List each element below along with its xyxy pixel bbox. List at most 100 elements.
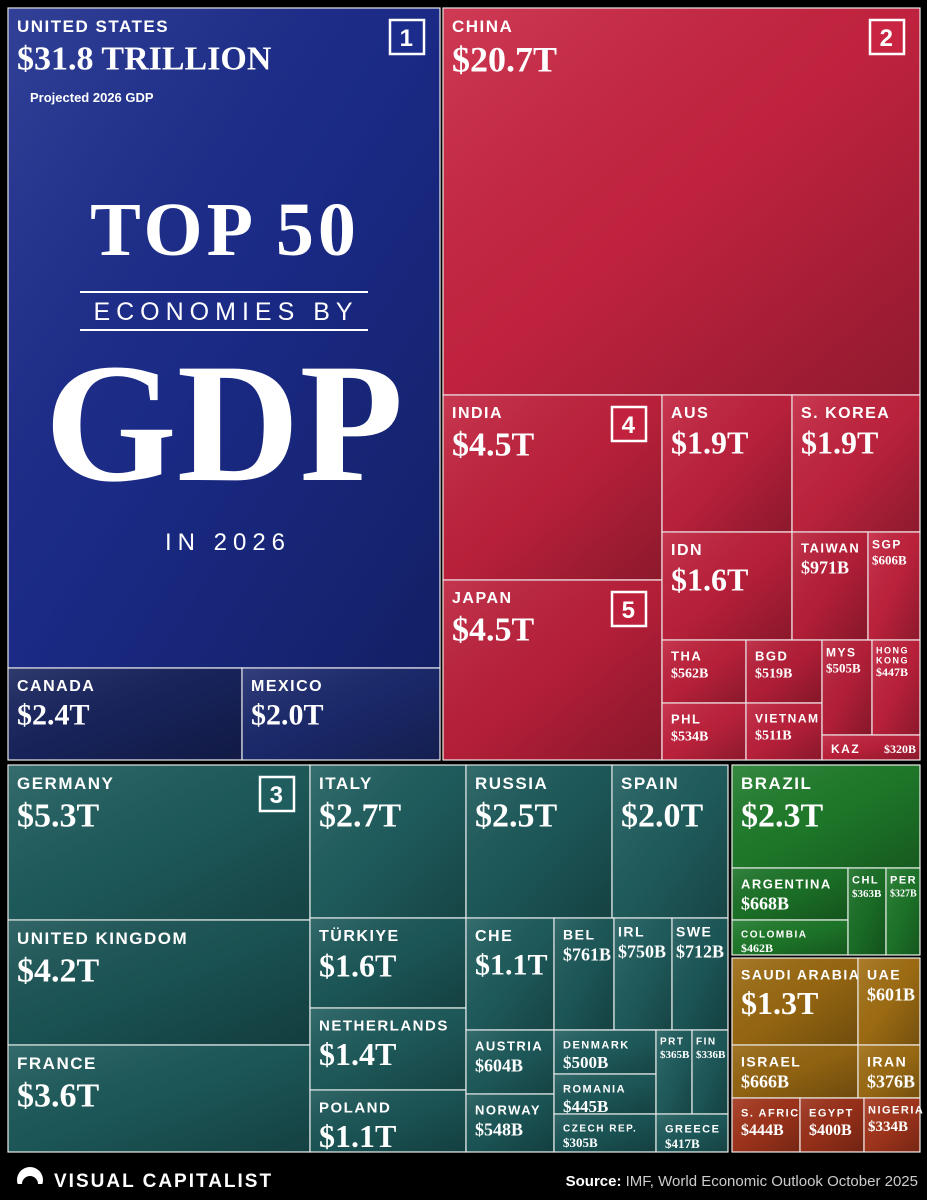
cell-name: VIETNAM xyxy=(755,711,820,725)
cell-name: KAZ xyxy=(831,742,860,756)
cell-value: $1.9T xyxy=(801,424,878,460)
cell-name: NIGERIA xyxy=(868,1104,924,1116)
cell-shade xyxy=(733,766,919,867)
cell-name: BRAZIL xyxy=(741,774,812,793)
cell-shade xyxy=(444,9,919,394)
title-block: TOP 50 ECONOMIES BY GDP IN 2026 Projecte… xyxy=(30,90,403,556)
source-text: IMF, World Economic Outlook October 2025 xyxy=(626,1173,918,1190)
cell-shade xyxy=(869,533,919,639)
logo xyxy=(15,1184,45,1194)
cell-value: $4.2T xyxy=(17,953,100,990)
cell-name: BEL xyxy=(563,926,596,942)
cell-name: COLOMBIA xyxy=(741,930,807,941)
cell-name: PRT xyxy=(660,1037,685,1048)
cell-value: $1.3T xyxy=(741,985,818,1021)
cell-shade xyxy=(311,919,465,1007)
cell-name: GREECE xyxy=(665,1123,720,1135)
cell-value: $363B xyxy=(852,888,882,900)
cell-shade xyxy=(823,641,871,734)
rank-number: 5 xyxy=(622,597,637,624)
cell-value: $320B xyxy=(884,742,916,756)
cell-value: $327B xyxy=(890,888,917,899)
cell-value: $2.7T xyxy=(319,798,402,835)
cell-value: $462B xyxy=(741,941,773,955)
cell-shade xyxy=(801,1099,863,1151)
cell-value: $417B xyxy=(665,1136,700,1151)
cell-name: PER xyxy=(890,874,917,886)
cell-value: $511B xyxy=(755,728,792,743)
cell-value: $971B xyxy=(801,557,849,577)
cell-value: $668B xyxy=(741,893,789,913)
cell-value: $1.4T xyxy=(319,1036,396,1072)
cell-shade xyxy=(663,641,745,702)
cell-name: UNITED KINGDOM xyxy=(17,929,188,948)
cell-value: $3.6T xyxy=(17,1078,100,1115)
cell-name: AUS xyxy=(671,405,709,422)
cell-name: SAUDI ARABIA xyxy=(741,966,860,982)
rank-badge xyxy=(258,775,296,813)
cell-value: $20.7T xyxy=(452,39,557,79)
cell-value: $1.6T xyxy=(671,561,748,597)
cell-shade xyxy=(555,919,613,1029)
cell-shade xyxy=(555,1075,655,1113)
cell-name: CHE xyxy=(475,928,513,945)
cell-value: $400B xyxy=(809,1122,852,1139)
cell-name: IDN xyxy=(671,542,703,559)
cell-shade xyxy=(663,533,791,639)
treemap: UNITED STATES $31.8 TRILLION 1 CHINA $20.7T 2… xyxy=(7,7,924,1154)
cell-name: TÜRKIYE xyxy=(319,926,400,945)
cell-name: IRAN xyxy=(867,1053,907,1069)
cell-value: $606B xyxy=(872,552,907,567)
cell-value: $2.0T xyxy=(621,798,704,835)
cell-shade xyxy=(467,766,611,917)
rank-number: 2 xyxy=(880,25,895,52)
rank-badge xyxy=(610,590,648,628)
cell-shade xyxy=(615,919,671,1029)
cell-shade xyxy=(673,919,727,1029)
cell-shade xyxy=(555,1115,655,1151)
cell-value: $5.3T xyxy=(17,798,100,835)
cell-shade xyxy=(657,1115,727,1151)
cell-name: FIN xyxy=(696,1037,717,1048)
subtitle-main: GDP xyxy=(45,329,404,517)
cell-value: $2.4T xyxy=(17,699,90,732)
cell-name: FRANCE xyxy=(17,1054,97,1073)
cell-shade xyxy=(733,1046,857,1097)
cell-value: $666B xyxy=(741,1072,789,1092)
cell-shade xyxy=(467,1095,553,1151)
cell-name: BGD xyxy=(755,648,788,663)
cell-shade xyxy=(657,1031,691,1113)
cell-name: INDIA xyxy=(452,405,503,422)
cell-name: THA xyxy=(671,648,702,663)
cell-value: $519B xyxy=(755,667,792,682)
cell-name: ITALY xyxy=(319,774,373,793)
cell-shade xyxy=(311,1009,465,1089)
cell-value: $4.5T xyxy=(452,426,535,463)
cell-name: S. KOREA xyxy=(801,405,890,422)
cell-shade xyxy=(747,641,821,702)
cell-value: $2.3T xyxy=(741,798,824,835)
cell-shade xyxy=(663,396,791,531)
source: Source: IMF, World Economic Outlook Octo… xyxy=(566,1173,918,1190)
cell-value: $1.1T xyxy=(319,1118,396,1154)
cell-name: CANADA xyxy=(17,678,95,695)
cell-name: NORWAY xyxy=(475,1102,541,1117)
cell-name: SPAIN xyxy=(621,774,679,793)
cell-name: SGP xyxy=(872,537,902,551)
cell-name-line: KONG xyxy=(876,655,909,665)
cell-name: UAE xyxy=(867,966,901,982)
cell-value: $601B xyxy=(867,985,915,1005)
rank-number: 3 xyxy=(270,782,285,809)
cell-shade xyxy=(873,641,919,734)
cell-name: ISRAEL xyxy=(741,1053,801,1069)
cell-shade xyxy=(733,869,847,919)
cell-value: $31.8 TRILLION xyxy=(17,41,272,78)
cell-name: SWE xyxy=(676,923,712,939)
cell-value: $365B xyxy=(660,1049,690,1061)
cell-shade xyxy=(849,869,885,954)
title: TOP 50 xyxy=(90,188,360,272)
cell-value: $562B xyxy=(671,667,708,682)
cell-value: $4.5T xyxy=(452,611,535,648)
cell-shade xyxy=(793,396,919,531)
